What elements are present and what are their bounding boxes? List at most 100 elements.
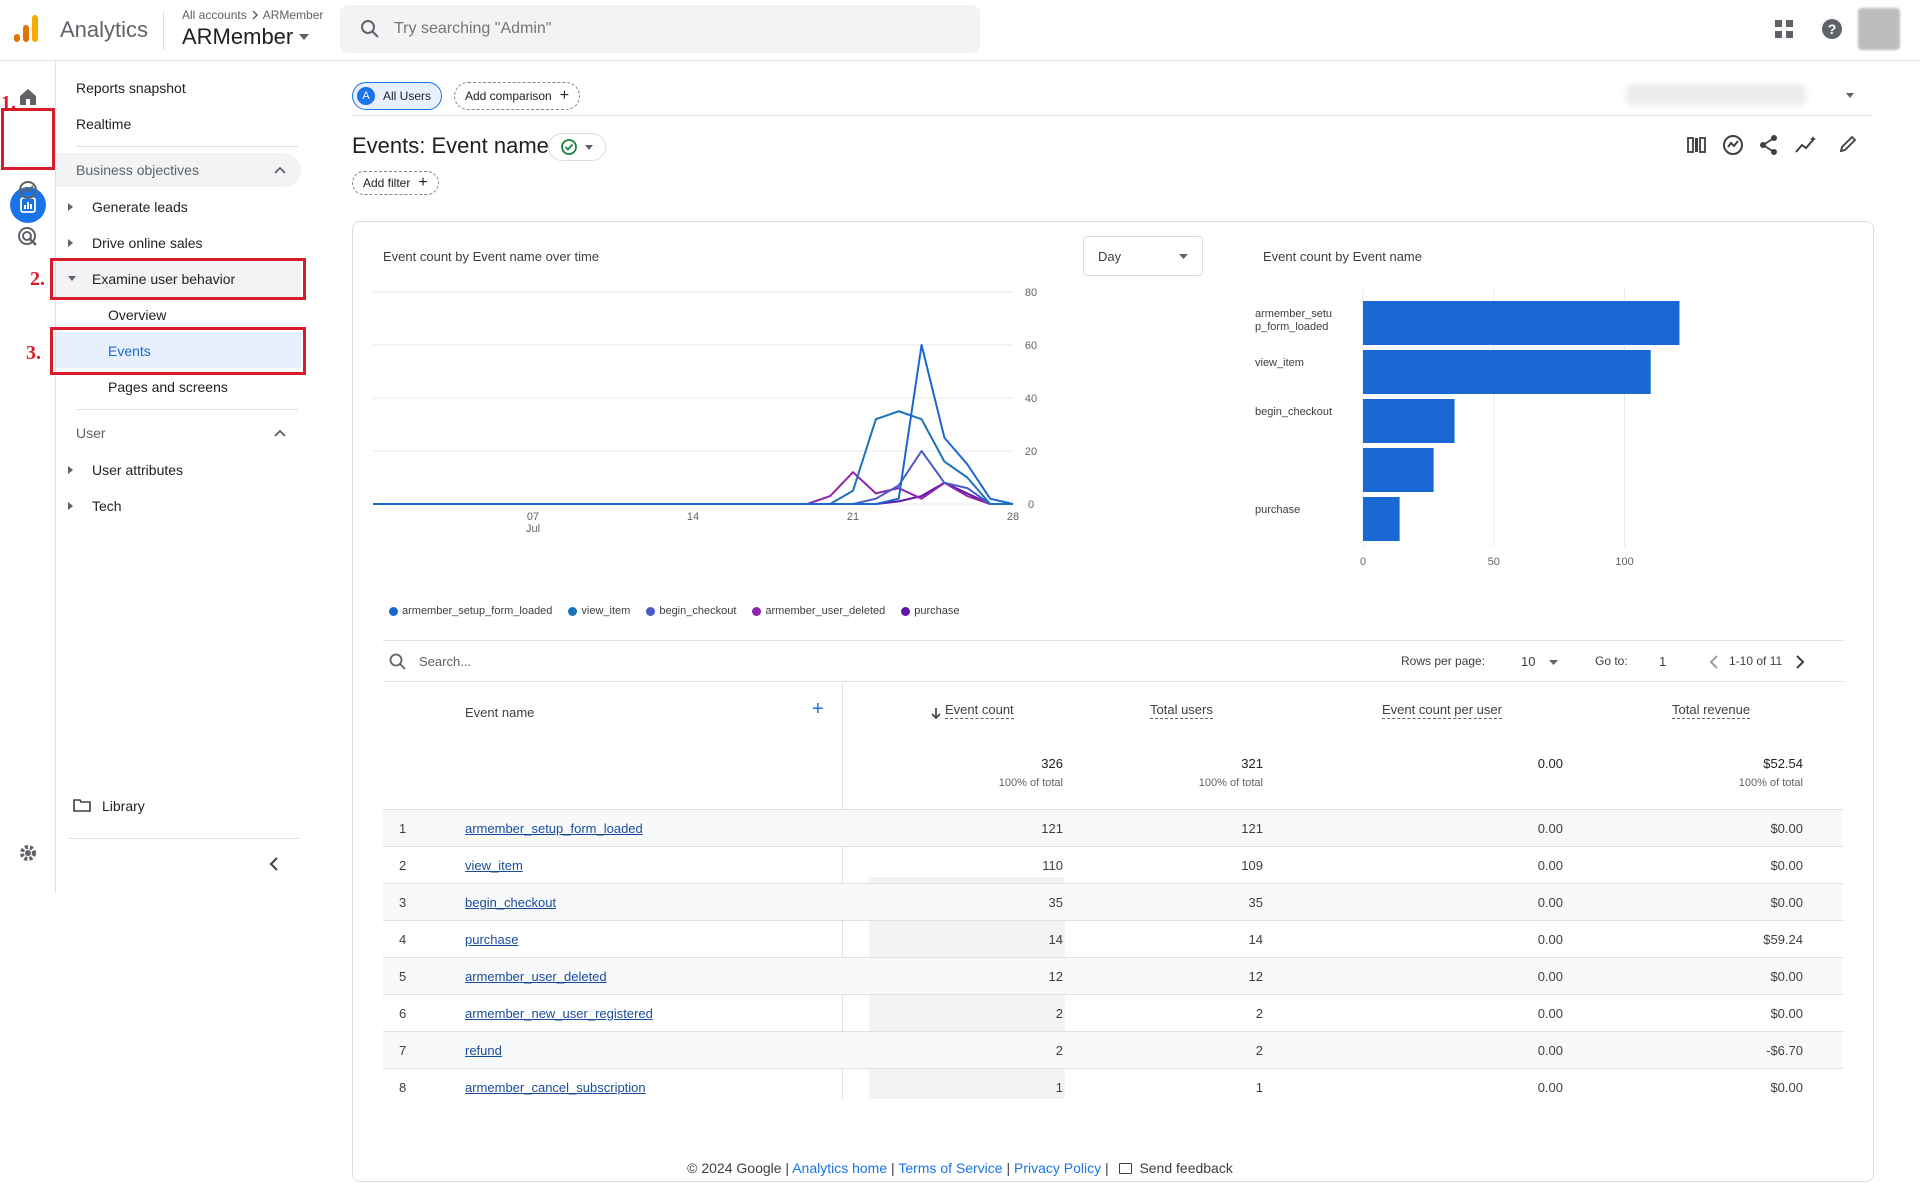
event-name-link[interactable]: view_item bbox=[465, 858, 523, 873]
table-row: 3 begin_checkout 35 35 0.00 $0.00 bbox=[383, 883, 1843, 920]
granularity-select[interactable]: Day bbox=[1083, 236, 1203, 276]
event-count-cell: 35 bbox=[1048, 895, 1063, 910]
nav-user-attributes[interactable]: User attributes bbox=[92, 462, 184, 478]
legend-item[interactable]: begin_checkout bbox=[646, 605, 736, 617]
footer: © 2024 Google | Analytics home | Terms o… bbox=[0, 1160, 1920, 1176]
footer-copyright: © 2024 Google | bbox=[687, 1160, 790, 1176]
goto-input[interactable]: 1 bbox=[1659, 654, 1667, 669]
add-comparison-button[interactable]: Add comparison + bbox=[454, 82, 581, 110]
data-quality-badge[interactable] bbox=[548, 133, 606, 161]
total-users-cell: 109 bbox=[1241, 858, 1263, 873]
column-header-total-revenue[interactable]: Total revenue bbox=[1672, 702, 1751, 719]
reports-icon[interactable] bbox=[10, 187, 46, 223]
customize-report-icon[interactable] bbox=[1686, 135, 1708, 155]
nav-library[interactable]: Library bbox=[102, 798, 145, 814]
total-event-count-pct: 100% of total bbox=[998, 777, 1063, 789]
legend-item[interactable]: armember_setup_form_loaded bbox=[389, 605, 552, 617]
home-icon[interactable] bbox=[14, 83, 42, 111]
column-header-event-name[interactable]: Event name bbox=[465, 705, 535, 720]
analytics-logo-icon[interactable] bbox=[13, 14, 41, 44]
nav-events-active-bg bbox=[56, 332, 301, 368]
global-search-input[interactable] bbox=[394, 20, 954, 38]
table-search-input[interactable]: Search... bbox=[419, 654, 472, 669]
nav-section-user[interactable]: User bbox=[56, 416, 301, 450]
nav-drive-online-sales[interactable]: Drive online sales bbox=[92, 235, 203, 251]
breadcrumb-all-accounts[interactable]: All accounts bbox=[182, 8, 247, 22]
sort-arrow-down-icon[interactable] bbox=[931, 707, 941, 719]
settings-gear-icon[interactable] bbox=[14, 839, 42, 867]
prev-page-chevron-icon[interactable] bbox=[1709, 654, 1719, 670]
footer-analytics-home-link[interactable]: Analytics home bbox=[792, 1160, 888, 1176]
insights-icon[interactable] bbox=[1722, 134, 1744, 156]
add-filter-button[interactable]: Add filter + bbox=[352, 171, 439, 195]
nav-pages-and-screens[interactable]: Pages and screens bbox=[108, 379, 228, 395]
x-tick-label: 14 bbox=[687, 511, 699, 523]
nav-tech[interactable]: Tech bbox=[92, 498, 122, 514]
footer-separator: | bbox=[1006, 1160, 1011, 1176]
comparison-chip-all-users[interactable]: A All Users bbox=[352, 82, 443, 110]
bar bbox=[1363, 448, 1434, 492]
nav-overview[interactable]: Overview bbox=[108, 307, 167, 323]
y-tick-label: 60 bbox=[1025, 340, 1037, 352]
advertising-icon[interactable] bbox=[14, 223, 42, 251]
apps-grid-icon[interactable] bbox=[1773, 18, 1795, 40]
table-row: 1 armember_setup_form_loaded 121 121 0.00 $0.… bbox=[383, 809, 1843, 846]
add-dimension-plus-icon[interactable]: + bbox=[812, 698, 824, 720]
per-user-cell: 0.00 bbox=[1537, 932, 1563, 947]
bar-chart: 0 50 100 armember_setup_form_loaded view_ite… bbox=[1255, 289, 1680, 568]
nav-reports-snapshot[interactable]: Reports snapshot bbox=[76, 80, 186, 96]
total-users-cell: 35 bbox=[1248, 895, 1263, 910]
legend-item[interactable]: armember_user_deleted bbox=[752, 605, 885, 617]
breadcrumb[interactable]: All accounts ARMember bbox=[182, 8, 323, 22]
legend-item[interactable]: purchase bbox=[901, 605, 960, 617]
legend-item[interactable]: view_item bbox=[568, 605, 630, 617]
nav-section-business-objectives[interactable]: Business objectives bbox=[56, 153, 301, 187]
event-name-link[interactable]: armember_user_deleted bbox=[465, 969, 607, 984]
column-header-event-count[interactable]: Event count bbox=[945, 702, 1014, 719]
y-tick-label: 80 bbox=[1025, 287, 1037, 299]
nav-events[interactable]: Events bbox=[108, 343, 151, 359]
event-name-link[interactable]: armember_cancel_subscription bbox=[465, 1080, 646, 1095]
help-icon[interactable]: ? bbox=[1821, 18, 1843, 40]
breadcrumb-account[interactable]: ARMember bbox=[262, 8, 324, 22]
main-content: A All Users Add comparison + Events: Eve… bbox=[330, 61, 1890, 1197]
next-page-chevron-icon[interactable] bbox=[1795, 654, 1805, 670]
footer-privacy-link[interactable]: Privacy Policy bbox=[1013, 1160, 1102, 1176]
nav-realtime[interactable]: Realtime bbox=[76, 116, 132, 132]
collapse-nav-chevron-icon[interactable] bbox=[268, 857, 280, 871]
event-name-link[interactable]: begin_checkout bbox=[465, 895, 557, 910]
event-name-link[interactable]: purchase bbox=[465, 932, 519, 947]
collapse-caret-icon[interactable] bbox=[68, 276, 76, 281]
edit-pencil-icon[interactable] bbox=[1838, 134, 1858, 154]
expand-caret-icon[interactable] bbox=[68, 239, 73, 247]
table-row: 8 armember_cancel_subscription 1 1 0.00 $0.00 bbox=[383, 1068, 1843, 1105]
all-users-avatar: A bbox=[357, 87, 375, 105]
share-icon[interactable] bbox=[1758, 134, 1780, 156]
column-header-event-count-per-user[interactable]: Event count per user bbox=[1382, 702, 1502, 719]
expand-caret-icon[interactable] bbox=[68, 203, 73, 211]
series-line-armember_user_deleted bbox=[373, 471, 1013, 505]
rows-per-page-select[interactable]: 10 bbox=[1521, 654, 1536, 669]
avatar[interactable] bbox=[1858, 8, 1900, 50]
global-search[interactable] bbox=[340, 5, 980, 53]
report-card: Event count by Event name over time Day … bbox=[352, 221, 1874, 1182]
event-name-link[interactable]: armember_setup_form_loaded bbox=[465, 821, 643, 836]
footer-terms-link[interactable]: Terms of Service bbox=[898, 1160, 1003, 1176]
property-selector[interactable]: ARMember bbox=[182, 24, 310, 50]
expand-caret-icon[interactable] bbox=[68, 502, 73, 510]
caret-down-icon[interactable] bbox=[1549, 660, 1558, 665]
event-name-link[interactable]: armember_new_user_registered bbox=[465, 1006, 653, 1021]
column-header-total-users[interactable]: Total users bbox=[1150, 702, 1213, 719]
footer-send-feedback[interactable]: Send feedback bbox=[1139, 1160, 1233, 1176]
nav-generate-leads[interactable]: Generate leads bbox=[92, 199, 188, 215]
trend-sparkle-icon[interactable] bbox=[1794, 134, 1818, 156]
nav-examine-user-behavior[interactable]: Examine user behavior bbox=[92, 271, 236, 287]
date-range-selector[interactable] bbox=[1626, 84, 1806, 106]
svg-text:?: ? bbox=[1828, 21, 1837, 37]
x-tick-label: 07 bbox=[527, 511, 539, 523]
expand-caret-icon[interactable] bbox=[68, 466, 73, 474]
caret-down-icon[interactable] bbox=[1846, 93, 1854, 98]
explore-icon[interactable] bbox=[14, 176, 42, 204]
legend-dot bbox=[752, 606, 762, 616]
event-name-link[interactable]: refund bbox=[465, 1043, 502, 1058]
